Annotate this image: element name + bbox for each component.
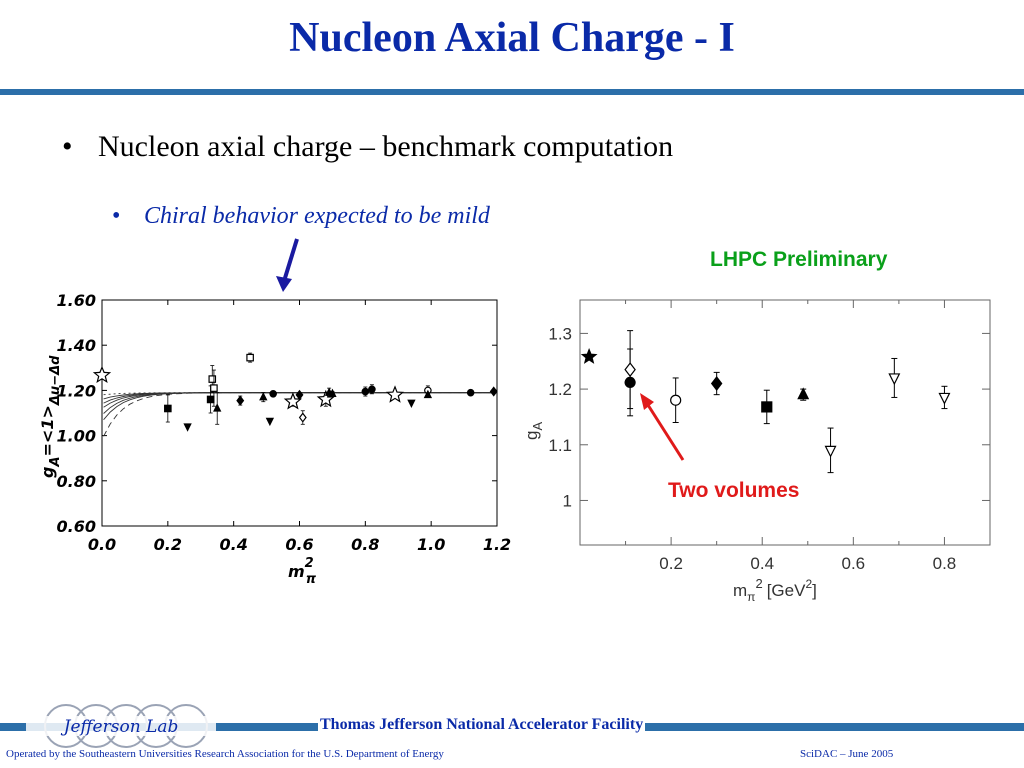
data-point-square (164, 404, 172, 413)
data-point-square (761, 401, 773, 413)
data-point-circle (368, 385, 376, 394)
data-point-star-open (92, 365, 112, 383)
data-point-tri-down-open (824, 445, 837, 458)
y-axis-label-sub1: A (48, 456, 63, 467)
data-point-tri-up (797, 387, 810, 400)
red-arrow-head (640, 393, 654, 410)
data-point-circle (361, 387, 370, 396)
x-tick-label: 1.0 (417, 535, 445, 554)
y-tick-label: 1.00 (57, 427, 96, 446)
y-tick-label: 1.60 (57, 291, 96, 310)
x-axis-label-unit-sup: 2 (805, 577, 812, 591)
right-plot-frame (579, 299, 991, 546)
x-tick-label: 0.4 (750, 554, 774, 573)
x-axis-label-unit-end: ] (812, 581, 817, 600)
x-axis-label: m2 π (288, 556, 317, 587)
jefferson-lab-logo: Jefferson Lab (26, 704, 216, 748)
x-tick-label: 1.2 (483, 535, 511, 554)
left-plot-frame (101, 299, 498, 527)
x-axis-label-sup: 2 (305, 556, 314, 571)
bullet-main-text: Nucleon axial charge – benchmark computa… (98, 130, 674, 163)
y-axis-label: gA (522, 422, 545, 440)
x-tick-label: 0.2 (659, 554, 683, 573)
data-point-diamond (295, 389, 304, 401)
y-axis-label-g: g (38, 467, 57, 478)
x-tick-label: 0.6 (285, 535, 313, 554)
bullet-dot: • (112, 203, 121, 229)
data-point-tri-down-open (888, 373, 901, 386)
y-axis-label-sub: A (530, 422, 545, 431)
operated-by-text: Operated by the Southeastern Universitie… (6, 748, 444, 760)
y-tick-label: 1.2 (548, 380, 572, 399)
y-tick-label: 1.40 (57, 336, 96, 355)
title-rule (0, 89, 1024, 95)
y-axis-label-mid: =<1> (38, 405, 57, 456)
data-point-square (206, 395, 215, 404)
y-tick-label: 0.80 (57, 472, 96, 491)
data-point-star (580, 347, 598, 364)
data-point-tri-down (183, 423, 192, 432)
data-point-tri-down (265, 417, 275, 427)
slide-title: Nucleon Axial Charge - I (289, 15, 735, 61)
event-text: SciDAC – June 2005 (800, 748, 894, 760)
bullet-dot: • (62, 130, 73, 163)
data-point-circle (466, 388, 475, 397)
x-tick-label: 0.2 (154, 535, 182, 554)
data-point-circle (269, 389, 277, 398)
bullet-main: • Nucleon axial charge – benchmark comput… (62, 130, 673, 164)
data-point-tri-up (328, 388, 337, 397)
data-point-square-open (208, 375, 217, 383)
data-point-tri-up (423, 389, 433, 399)
data-point-tri-down-open (938, 392, 951, 405)
data-point-diamond (710, 376, 723, 392)
x-axis-label-sup: 2 (755, 576, 762, 591)
x-axis-label: mπ2 [GeV2] (733, 576, 817, 604)
lhpc-preliminary-label: LHPC Preliminary (710, 248, 888, 271)
data-point-diamond (489, 386, 498, 397)
data-point-diamond-open (624, 362, 636, 378)
x-tick-label: 0.4 (219, 535, 247, 554)
y-tick-label: 1.3 (548, 324, 572, 343)
y-axis-label-sub2: Δu−Δd (48, 355, 63, 406)
y-axis-label-g: g (522, 431, 541, 440)
x-axis-label-m: m (733, 581, 747, 600)
logo-text: Jefferson Lab (61, 717, 179, 737)
y-tick-label: 1 (563, 491, 572, 510)
x-axis-label-sub: π (747, 590, 755, 604)
x-axis-label-m: m (288, 562, 305, 581)
red-arrow-shaft (646, 404, 685, 461)
data-point-square-open (246, 353, 254, 362)
x-tick-label: 0.6 (842, 554, 866, 573)
x-tick-label: 0.8 (933, 554, 957, 573)
data-point-square-open (210, 384, 218, 392)
y-axis-label: gA=<1>Δu−Δd (38, 355, 63, 478)
data-point-tri-down (407, 399, 416, 409)
data-point-tri-up (213, 403, 222, 412)
x-axis-label-unit: [GeV (767, 581, 806, 600)
y-tick-label: 1.1 (548, 436, 572, 455)
x-tick-label: 0.0 (88, 535, 116, 554)
data-point-star-open (283, 392, 303, 410)
blue-arrow-head (276, 276, 292, 292)
y-tick-label: 1.20 (57, 381, 96, 400)
bullet-sub-text: Chiral behavior expected to be mild (144, 203, 490, 229)
data-point-diamond-open (298, 412, 307, 423)
data-point-diamond (236, 395, 245, 406)
data-point-tri-up (259, 391, 268, 401)
x-tick-label: 0.8 (351, 535, 379, 554)
left-chart: 0.0 0.2 0.4 0.6 0.8 1.0 1.2 0.60 0.80 1.00 1.20 1.4… (38, 291, 511, 587)
x-axis-label-sub: π (306, 572, 317, 587)
y-tick-label: 0.60 (57, 517, 96, 536)
blue-arrow-shaft (283, 238, 299, 279)
facility-name: Thomas Jefferson National Accelerator Fa… (318, 716, 646, 734)
data-point-star-open (385, 385, 405, 403)
two-volumes-label: Two volumes (668, 479, 800, 502)
data-point-circle-open (670, 394, 682, 406)
bullet-sub: • Chiral behavior expected to be mild (112, 203, 490, 230)
